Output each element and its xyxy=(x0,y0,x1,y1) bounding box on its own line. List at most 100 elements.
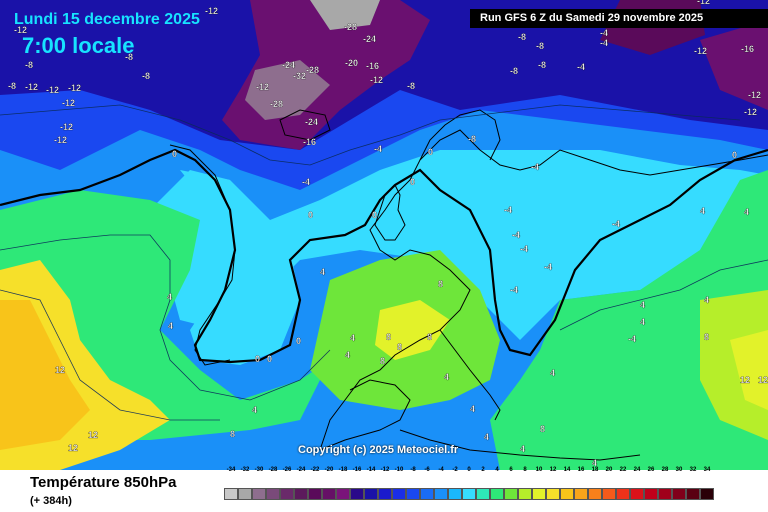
scale-tick-label: 16 xyxy=(577,467,585,473)
scale-step: 14 xyxy=(560,467,574,502)
scale-tick-label: 24 xyxy=(633,467,641,473)
scale-step: 18 xyxy=(588,467,602,502)
coastline-italy xyxy=(439,329,501,421)
isotherm-label: -8 xyxy=(25,60,33,70)
scale-swatch xyxy=(700,488,714,500)
scale-tick-label: -14 xyxy=(366,467,376,473)
isotherm-label: -8 xyxy=(142,71,150,81)
scale-step: 0 xyxy=(462,467,476,502)
scale-tick-label: -2 xyxy=(452,467,458,473)
isotherm-label: 0 xyxy=(410,177,415,187)
scale-swatch xyxy=(560,488,574,500)
isotherm-label: -24 xyxy=(305,117,318,127)
scale-tick-label: -32 xyxy=(240,467,250,473)
scale-tick-label: -12 xyxy=(380,467,390,473)
atlantic-tongue xyxy=(180,170,300,365)
scale-step: -26 xyxy=(280,467,294,502)
isotherm-label: 8 xyxy=(540,424,545,434)
isotherm-label: 0 xyxy=(255,354,260,364)
warm-zone-central xyxy=(375,300,450,360)
scale-swatch xyxy=(378,488,392,500)
scale-swatch xyxy=(602,488,616,500)
scale-step: -32 xyxy=(238,467,252,502)
isotherm-label: -24 xyxy=(363,34,376,44)
isotherm-label: 12 xyxy=(68,443,78,453)
isotherm-label: 0 xyxy=(267,354,272,364)
isotherm-label: -4 xyxy=(577,62,585,72)
isotherm-label: -4 xyxy=(628,334,636,344)
scale-tick-label: -8 xyxy=(410,467,416,473)
scale-swatch xyxy=(252,488,266,500)
scale-tick-label: -4 xyxy=(438,467,444,473)
isotherm-label: 4 xyxy=(640,317,645,327)
scale-swatch xyxy=(238,488,252,500)
isotherm-label: -12 xyxy=(68,83,81,93)
isotherm-label: 0 xyxy=(296,336,301,346)
scale-tick-label: -34 xyxy=(226,467,236,473)
isotherm-label: 0 xyxy=(372,210,377,220)
isotherm-label: 8 xyxy=(427,332,432,342)
isotherm-label: 4 xyxy=(640,300,645,310)
isotherm-label: -12 xyxy=(256,82,269,92)
scale-step: -10 xyxy=(392,467,406,502)
zero-isotherm xyxy=(0,148,768,364)
scale-tick-label: 14 xyxy=(563,467,571,473)
forecast-date: Lundi 15 decembre 2025 xyxy=(14,11,200,28)
scale-swatch xyxy=(686,488,700,500)
isotherm-label: 8 xyxy=(380,356,385,366)
isotherm-label: -8 xyxy=(8,81,16,91)
scale-tick-label: -24 xyxy=(296,467,306,473)
isotherm-label: -16 xyxy=(741,44,754,54)
scale-step: -14 xyxy=(364,467,378,502)
scale-step: 10 xyxy=(532,467,546,502)
scale-tick-label: 34 xyxy=(703,467,711,473)
isotherm-label: 0 xyxy=(308,210,313,220)
scale-step: 30 xyxy=(672,467,686,502)
scale-step: -6 xyxy=(420,467,434,502)
scale-step: 32 xyxy=(686,467,700,502)
isotherm-label: -28 xyxy=(344,22,357,32)
cold-core-top xyxy=(310,0,380,30)
scale-tick-label: 8 xyxy=(523,467,527,473)
isotherm-line-a xyxy=(0,104,741,166)
isotherm-label: -8 xyxy=(518,32,526,42)
isotherm-label: -12 xyxy=(54,135,67,145)
isotherm-label: -4 xyxy=(504,205,512,215)
isotherm-label: -4 xyxy=(374,144,382,154)
isotherm-label: -32 xyxy=(293,71,306,81)
temperature-map: -12-12-8-8-8-8 -12 -12 -12-12-12-12-28-24-2… xyxy=(0,0,768,470)
coastline-iberia xyxy=(319,379,411,451)
scale-tick-label: 22 xyxy=(619,467,627,473)
isotherm-label: -4 xyxy=(544,262,552,272)
scale-step: 26 xyxy=(644,467,658,502)
scale-tick-label: 6 xyxy=(509,467,513,473)
isotherm-label: 0 xyxy=(428,147,433,157)
legend-footer: Température 850hPa (+ 384h) -34 -32 -30 -28… xyxy=(0,467,768,512)
scale-tick-label: 2 xyxy=(481,467,485,473)
scale-tick-label: -22 xyxy=(310,467,320,473)
scale-step: 12 xyxy=(546,467,560,502)
isotherm-label: -12 xyxy=(25,82,38,92)
scale-step: -30 xyxy=(252,467,266,502)
isotherm-label: 4 xyxy=(700,206,705,216)
warm-zone-se xyxy=(730,330,768,410)
isotherm-label: 0 xyxy=(732,150,737,160)
scale-step: 16 xyxy=(574,467,588,502)
isotherm-zero-west xyxy=(0,148,768,364)
coastline-europe xyxy=(319,129,768,451)
scale-tick-label: 12 xyxy=(549,467,557,473)
scale-tick-label: 26 xyxy=(647,467,655,473)
scale-tick-label: -26 xyxy=(282,467,292,473)
isotherm-label: -12 xyxy=(60,122,73,132)
isotherm-label: 4 xyxy=(744,207,749,217)
scale-swatch xyxy=(476,488,490,500)
isotherm-label: 8 xyxy=(704,332,709,342)
isotherm-label: 8 xyxy=(386,332,391,342)
model-run-banner: Run GFS 6 Z du Samedi 29 novembre 2025 xyxy=(470,9,768,28)
scale-step: 2 xyxy=(476,467,490,502)
isotherm-label: -4 xyxy=(612,219,620,229)
scale-step: -34 xyxy=(224,467,238,502)
scale-swatch xyxy=(672,488,686,500)
isotherm-label: -8 xyxy=(407,81,415,91)
